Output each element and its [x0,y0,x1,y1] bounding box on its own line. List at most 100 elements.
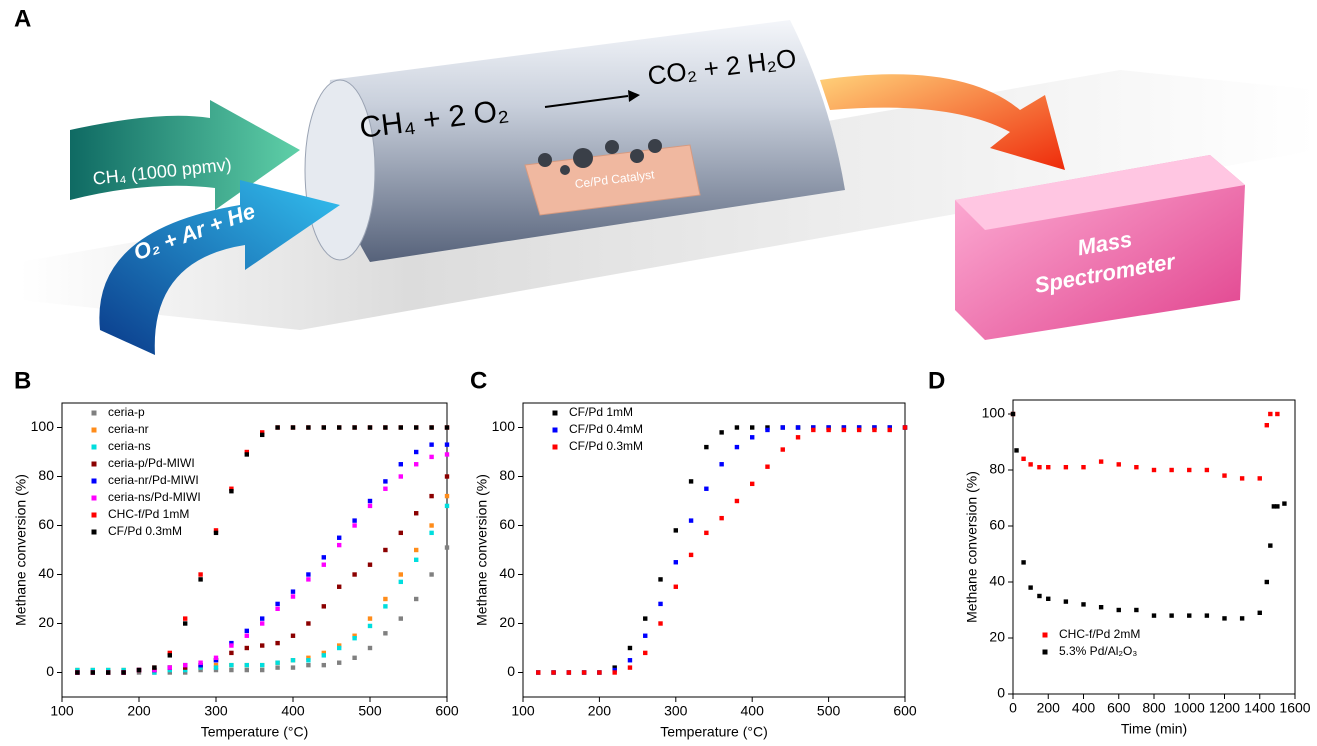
data-point [719,516,723,520]
data-point [306,577,310,581]
data-point [1187,468,1191,472]
legend-label: ceria-ns/Pd-MIWI [108,490,201,504]
data-point [368,646,372,650]
data-point [1205,468,1209,472]
legend-marker [92,479,97,484]
legend-marker [1043,650,1048,655]
x-tick-label: 1400 [1244,700,1275,716]
data-point [1099,605,1103,609]
data-point [689,479,693,483]
data-point [1275,504,1279,508]
y-tick-label: 80 [38,467,54,483]
legend-marker [553,411,558,416]
x-tick-label: 300 [664,703,688,719]
data-point [414,450,418,454]
data-point [857,428,861,432]
data-point [229,668,233,672]
y-tick-label: 20 [38,614,54,630]
data-point [1081,465,1085,469]
y-tick-label: 80 [989,461,1005,477]
data-point [198,577,202,581]
data-point [429,572,433,576]
data-point [352,656,356,660]
y-tick-label: 60 [499,516,515,532]
y-tick-label: 60 [989,517,1005,533]
data-point [1240,476,1244,480]
data-point [826,428,830,432]
data-point [674,585,678,589]
data-point [551,670,555,674]
data-point [383,479,387,483]
legend-marker [553,428,558,433]
x-tick-label: 0 [1009,700,1017,716]
data-point [1265,423,1269,427]
legend-label: ceria-p/Pd-MIWI [108,456,195,470]
data-point [306,572,310,576]
data-point [1046,465,1050,469]
data-point [704,487,708,491]
data-point [567,670,571,674]
data-point [368,624,372,628]
data-point [643,634,647,638]
data-point [275,665,279,669]
data-point [1268,412,1272,416]
data-point [152,665,156,669]
data-point [306,425,310,429]
data-point [1081,602,1085,606]
data-point [383,425,387,429]
data-point [597,670,601,674]
data-point [399,474,403,478]
x-tick-label: 400 [741,703,765,719]
x-tick-label: 600 [893,703,917,719]
data-point [275,607,279,611]
data-point [399,572,403,576]
data-point [750,482,754,486]
legend-marker [92,496,97,501]
data-point [872,428,876,432]
legend-marker [92,513,97,518]
x-axis-label: Temperature (°C) [201,724,309,740]
data-point [352,518,356,522]
tube-opening [305,80,375,260]
legend-label: CF/Pd 1mM [569,405,633,419]
legend-label: CHC-f/Pd 2mM [1059,627,1140,641]
y-tick-label: 40 [499,565,515,581]
data-point [168,665,172,669]
data-point [750,435,754,439]
y-axis-label: Methane conversion (%) [964,471,980,623]
y-tick-label: 20 [989,629,1005,645]
data-point [1222,616,1226,620]
data-point [291,589,295,593]
data-point [183,663,187,667]
data-point [658,577,662,581]
data-point [445,425,449,429]
data-point [1064,599,1068,603]
data-point [1028,462,1032,466]
data-point [628,665,632,669]
data-point [306,621,310,625]
data-point [414,548,418,552]
data-point [689,518,693,522]
data-point [291,594,295,598]
data-point [445,474,449,478]
legend-marker [1043,633,1048,638]
data-point [445,504,449,508]
data-point [719,430,723,434]
data-point [229,651,233,655]
data-point [291,658,295,662]
data-point [137,668,141,672]
data-point [368,563,372,567]
data-point [399,616,403,620]
y-axis-label: Methane conversion (%) [474,474,490,626]
y-tick-label: 0 [997,685,1005,701]
data-point [429,442,433,446]
data-point [612,670,616,674]
data-point [719,462,723,466]
x-tick-label: 400 [281,703,305,719]
x-tick-label: 100 [511,703,535,719]
data-point [245,634,249,638]
data-point [183,621,187,625]
data-point [91,670,95,674]
data-point [198,661,202,665]
data-point [811,428,815,432]
